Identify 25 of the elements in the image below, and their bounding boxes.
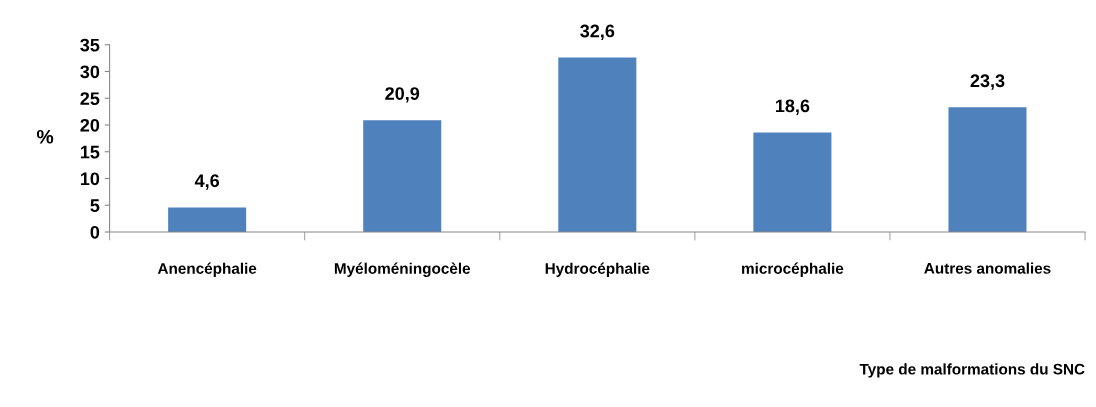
y-tick-label: 15 bbox=[80, 145, 100, 159]
y-tick-label: 10 bbox=[80, 172, 100, 186]
data-label: 32,6 bbox=[580, 24, 615, 40]
bar bbox=[948, 107, 1027, 232]
x-tick-label: Hydrocéphalie bbox=[545, 262, 650, 277]
bar bbox=[363, 120, 442, 232]
data-label: 23,3 bbox=[970, 74, 1005, 90]
y-tick-label: 35 bbox=[80, 38, 100, 52]
x-tick-label: Anencéphalie bbox=[157, 262, 257, 277]
text: Type de malformations du SNC bbox=[859, 363, 1085, 378]
y-tick-label: 0 bbox=[90, 225, 100, 239]
bar bbox=[558, 57, 637, 232]
bar bbox=[753, 132, 832, 232]
y-tick-label: 25 bbox=[80, 92, 100, 105]
x-tick-label: Myéloméningocèle bbox=[334, 262, 471, 277]
data-label: 4,6 bbox=[194, 174, 220, 190]
y-tick-label: 20 bbox=[80, 118, 100, 132]
x-tick-label: Autres anomalies bbox=[924, 262, 1051, 274]
y-tick-label: 30 bbox=[80, 65, 100, 79]
x-tick-label: microcéphalie bbox=[742, 262, 844, 277]
y-axis-title: % bbox=[36, 129, 54, 144]
bar bbox=[168, 207, 247, 232]
data-label: 20,9 bbox=[385, 87, 420, 103]
data-label: 18,6 bbox=[775, 99, 810, 115]
y-tick-label: 5 bbox=[90, 199, 100, 212]
